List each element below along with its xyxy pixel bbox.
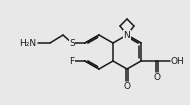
Text: O: O xyxy=(154,73,161,82)
Text: H₂N: H₂N xyxy=(19,39,36,47)
Text: N: N xyxy=(124,30,130,39)
Text: F: F xyxy=(69,56,74,66)
Text: S: S xyxy=(69,39,75,47)
Text: O: O xyxy=(124,82,131,91)
Text: OH: OH xyxy=(171,56,185,66)
